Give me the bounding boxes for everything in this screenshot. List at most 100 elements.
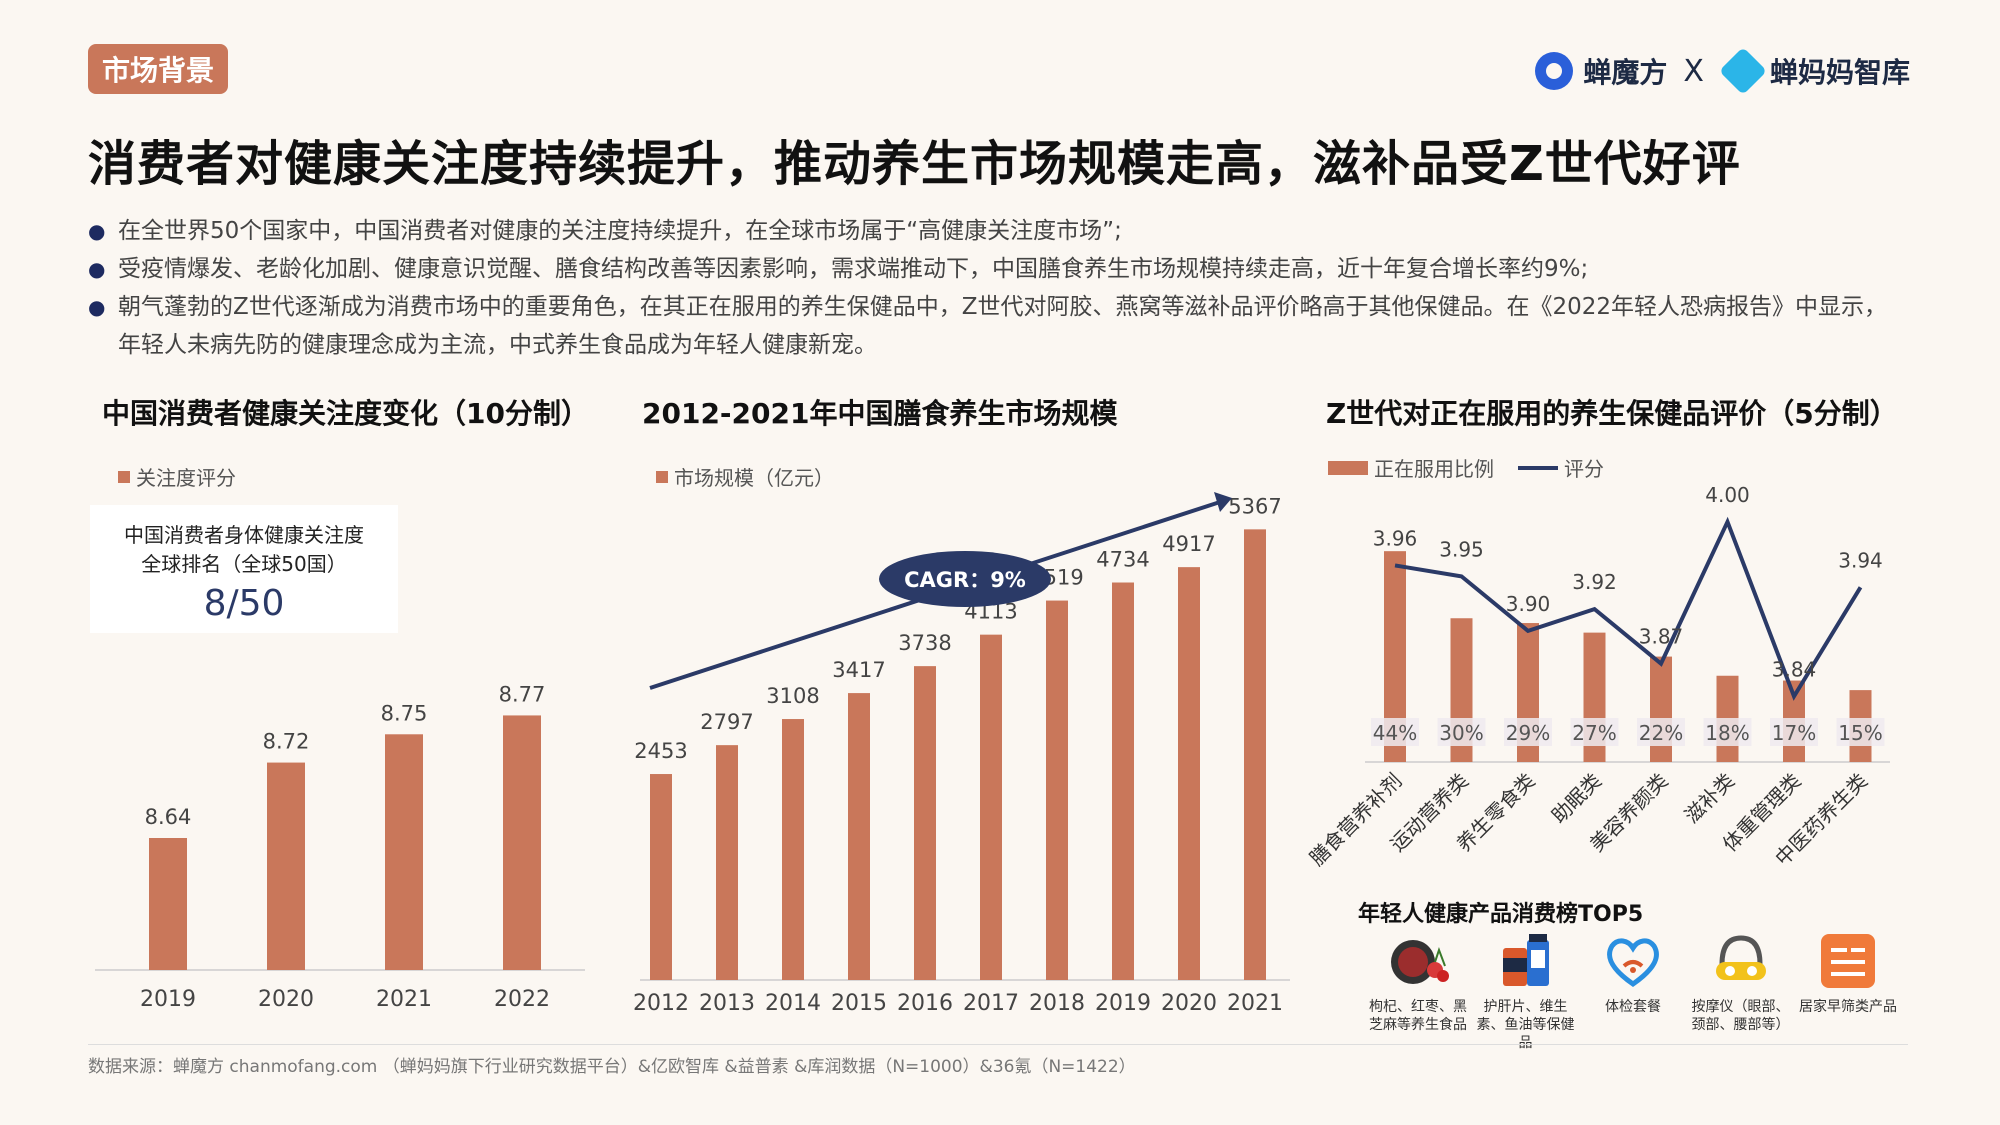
brand2-name: 蝉妈妈智库 [1769, 56, 1910, 89]
legend-bar-swatch [1328, 460, 1368, 475]
supplement-bottle-icon [1495, 930, 1557, 992]
chart2-legend: 市场规模（亿元） [656, 462, 834, 491]
chart3-pct-label: 29% [1506, 721, 1550, 745]
chart3-pct-label-bg [1570, 718, 1619, 746]
chart2-bar [716, 745, 738, 980]
chart2-title: 2012-2021年中国膳食养生市场规模 [642, 397, 1118, 430]
section-tag: 市场背景 [88, 44, 228, 94]
ranking-label-2: 全球排名（全球50国） [141, 552, 347, 576]
chart1-legend: 关注度评分 [118, 462, 236, 491]
chart1-data-label: 8.77 [499, 682, 546, 706]
chart3-pct-label-bg [1437, 718, 1486, 746]
chart1-tick-label: 2020 [258, 987, 314, 1012]
bullet-item: ● 受疫情爆发、老龄化加剧、健康意识觉醒、膳食结构改善等因素影响，需求端推动下，中… [88, 250, 1908, 288]
bullet-item: ● 在全世界50个国家中，中国消费者对健康的关注度持续提升，在全球市场属于“高健康… [88, 212, 1908, 250]
chart3-pct-label-bg [1637, 718, 1685, 746]
bullet-item: ● 朝气蓬勃的Z世代逐渐成为消费市场中的重要角色，在其正在服用的养生保健品中，Z世… [88, 288, 1908, 364]
chart3-pct-label-bg [1703, 718, 1752, 746]
page-title: 消费者对健康关注度持续提升，推动养生市场规模走高，滋补品受Z世代好评 [88, 136, 1741, 192]
chart1-data-label: 8.72 [263, 730, 310, 754]
chart2-bar [782, 719, 804, 980]
chart2-data-label: 3108 [766, 684, 819, 708]
chart2-data-label: 4734 [1096, 548, 1149, 572]
legend-line-swatch [1518, 465, 1558, 470]
chart2-data-label: 2797 [700, 710, 753, 734]
chart2-bar [1178, 567, 1200, 980]
chart3-rating-label: 3.92 [1572, 570, 1617, 594]
legend-swatch [656, 470, 668, 483]
chart2-tick-label: 2014 [765, 991, 821, 1016]
chart1-bar [267, 762, 305, 970]
footer-divider [88, 1044, 1908, 1045]
data-source-footer: 数据来源：蝉魔方 chanmofang.com （蝉妈妈旗下行业研究数据平台）&… [88, 1057, 1136, 1077]
chart3-legend: 正在服用比例 评分 [1328, 453, 1604, 482]
chart2-tick-label: 2015 [831, 991, 887, 1016]
chart2-arrow-head-icon [1214, 492, 1232, 512]
chart2-tick-label: 2013 [699, 991, 755, 1016]
chart1-bar [503, 715, 541, 970]
chart2-cagr-label: CAGR：9% [904, 568, 1026, 592]
chart3-pct-label: 22% [1639, 721, 1683, 745]
massager-icon [1710, 930, 1772, 992]
bullet-dot-icon: ● [88, 257, 106, 281]
chart2-bar [1046, 600, 1068, 980]
top5-item: 按摩仪（眼部、颈部、腰部等） [1691, 930, 1791, 1052]
chart3-rating-label: 3.96 [1373, 526, 1418, 550]
chart2-tick-label: 2016 [897, 991, 953, 1016]
chart2-tick-label: 2019 [1095, 991, 1151, 1016]
top5-item: 枸杞、红枣、黑芝麻等养生食品 [1368, 930, 1468, 1052]
bullet-list: ● 在全世界50个国家中，中国消费者对健康的关注度持续提升，在全球市场属于“高健康… [88, 212, 1908, 364]
chart2-bar [848, 693, 870, 980]
chart2-data-label: 5367 [1228, 494, 1281, 518]
chart2-cagr-badge [879, 551, 1051, 607]
brand-logos: 蝉魔方 X 蝉妈妈智库 [1535, 46, 1910, 96]
chart1-bar [149, 838, 187, 970]
chart3-pct-label-bg [1371, 718, 1419, 746]
brand-separator: X [1683, 53, 1704, 89]
chart3-rating-label: 4.00 [1705, 483, 1750, 507]
chart1-tick-label: 2022 [494, 987, 550, 1012]
chart3-tick-label: 助眠类 [1547, 769, 1606, 828]
chart3-bar [1384, 551, 1406, 762]
chart3-rating-label: 3.84 [1772, 657, 1817, 681]
chart2-tick-label: 2012 [633, 991, 689, 1016]
chart3-rating-label: 3.90 [1506, 592, 1551, 616]
chart2-tick-label: 2018 [1029, 991, 1085, 1016]
chart2-data-label: 3738 [898, 631, 951, 655]
chart2-data-label: 3417 [832, 658, 885, 682]
chart2-tick-label: 2017 [963, 991, 1019, 1016]
chart2-bar [1244, 529, 1266, 980]
chart1-data-label: 8.64 [145, 805, 192, 829]
chart3-pct-label-bg [1770, 718, 1818, 746]
chart2-tick-label: 2020 [1161, 991, 1217, 1016]
chart3-pct-label: 44% [1373, 721, 1417, 745]
chart3-tick-label: 膳食营养补剂 [1305, 769, 1407, 871]
chart3-rating-label: 3.94 [1838, 548, 1883, 572]
ranking-box: 中国消费者身体健康关注度 全球排名（全球50国） 8/50 [90, 505, 398, 633]
chart3-bar [1650, 656, 1672, 762]
top5-item: 护肝片、维生素、鱼油等保健品 [1476, 930, 1576, 1052]
chart1-bar [385, 734, 423, 970]
top5-item: 体检套餐 [1583, 930, 1683, 1052]
top5-item: 居家早筛类产品 [1798, 930, 1898, 1052]
chart1-tick-label: 2019 [140, 987, 196, 1012]
chart3-pct-label: 30% [1439, 721, 1483, 745]
chart3-pct-label-bg [1504, 718, 1552, 746]
top5-title: 年轻人健康产品消费榜TOP5 [1358, 902, 1644, 927]
chart3-pct-label: 15% [1838, 721, 1882, 745]
bullet-dot-icon: ● [88, 295, 106, 319]
chart3-tick-label: 滋补类 [1680, 769, 1739, 828]
bullet-dot-icon: ● [88, 219, 106, 243]
ranking-label-1: 中国消费者身体健康关注度 [124, 523, 364, 547]
top5-list: 枸杞、红枣、黑芝麻等养生食品 护肝片、维生素、鱼油等保健品 体检套餐 按摩仪（眼… [1368, 930, 1898, 1052]
chart2-bar [914, 666, 936, 980]
chart2-bar [980, 634, 1002, 980]
chart3-pct-label: 27% [1572, 721, 1616, 745]
chart3-pct-label-bg [1836, 718, 1885, 746]
goji-bowl-icon [1387, 930, 1449, 992]
chart1-title: 中国消费者健康关注度变化（10分制） [102, 397, 589, 430]
chart3-pct-label: 18% [1705, 721, 1749, 745]
chart2-bar [650, 774, 672, 980]
home-test-kit-icon [1817, 930, 1879, 992]
